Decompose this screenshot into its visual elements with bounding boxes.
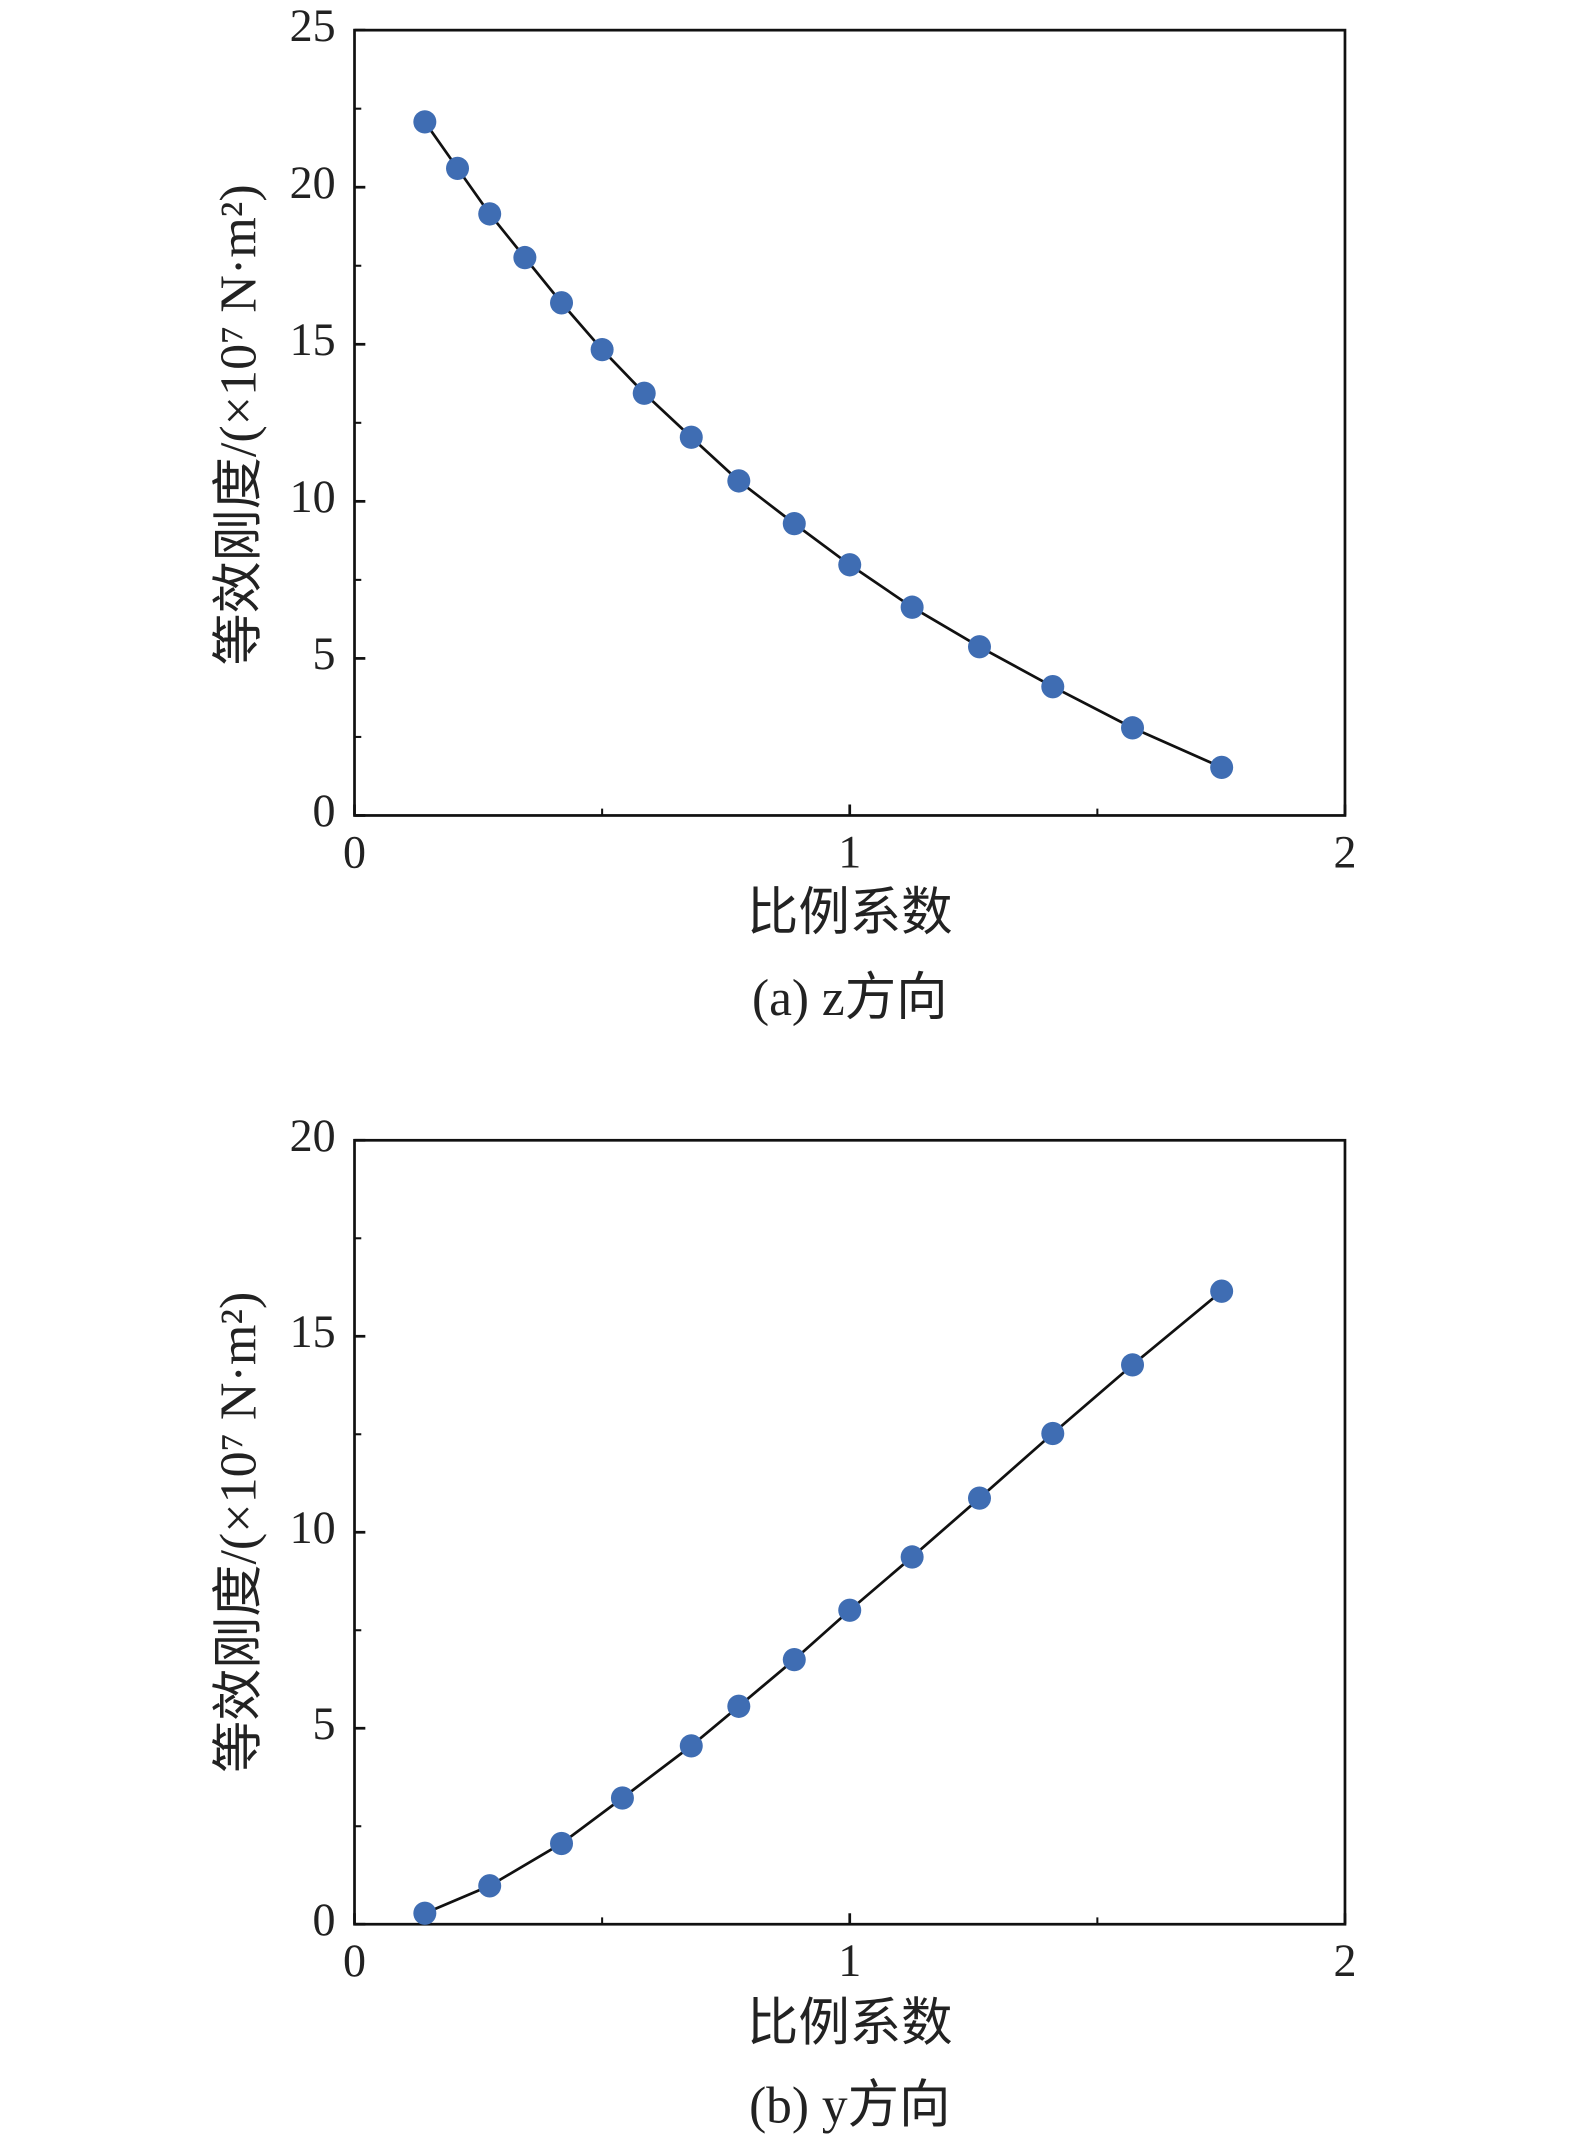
y-tick-label: 0 (313, 1895, 336, 1946)
x-axis-title: 比例系数 (747, 1995, 953, 2052)
data-point (513, 245, 537, 270)
x-tick-label: 1 (838, 827, 861, 878)
data-point (550, 1831, 574, 1856)
data-point (727, 469, 751, 493)
data-point (838, 553, 862, 577)
data-point (610, 1786, 634, 1810)
x-tick-label: 0 (343, 827, 366, 878)
data-point (632, 381, 656, 405)
data-point (590, 337, 614, 362)
data-point (1121, 1353, 1145, 1377)
data-point (679, 1734, 703, 1758)
data-point (446, 156, 470, 181)
data-point (967, 1486, 991, 1510)
y-tick-label: 15 (290, 315, 336, 366)
x-tick-label: 1 (838, 1936, 861, 1987)
data-point (1210, 1279, 1234, 1303)
y-axis-title: 等效刚度/(×10⁷ N·m²) (211, 184, 268, 665)
y-tick-label: 15 (290, 1307, 336, 1358)
data-point (900, 1545, 924, 1569)
y-tick-label: 20 (290, 1111, 336, 1162)
data-point (478, 202, 502, 226)
data-point (838, 1598, 862, 1622)
y-tick-label: 10 (290, 472, 336, 523)
data-point (1041, 1421, 1065, 1446)
data-point (1210, 755, 1234, 780)
data-point (782, 1648, 806, 1672)
data-point (967, 635, 991, 659)
fit-line (424, 1290, 1223, 1915)
data-point (782, 511, 806, 536)
data-point (413, 1901, 437, 1925)
y-tick-label: 20 (290, 158, 336, 209)
y-tick-label: 0 (313, 786, 336, 837)
y-tick-label: 5 (313, 1699, 336, 1750)
x-axis-title: 比例系数 (747, 885, 953, 942)
data-point (1041, 675, 1065, 699)
y-tick-label: 25 (290, 1, 336, 52)
y-tick-label: 5 (313, 629, 336, 680)
data-point (900, 595, 924, 619)
y-axis-title: 等效刚度/(×10⁷ N·m²) (211, 1292, 268, 1773)
data-point (550, 291, 574, 315)
caption: (a) z方向 (752, 970, 948, 1027)
data-point (478, 1874, 502, 1898)
plot-frame (353, 1138, 1347, 1926)
plot-frame (353, 28, 1347, 817)
fit-line (423, 121, 1223, 769)
data-point (413, 110, 437, 134)
x-tick-label: 2 (1333, 1936, 1356, 1987)
x-tick-label: 0 (343, 1936, 366, 1987)
caption: (b) y方向 (749, 2077, 950, 2134)
y-tick-label: 10 (290, 1503, 336, 1554)
data-point (679, 425, 703, 449)
x-tick-label: 2 (1333, 827, 1356, 878)
data-point (1121, 716, 1145, 740)
data-point (727, 1694, 751, 1718)
